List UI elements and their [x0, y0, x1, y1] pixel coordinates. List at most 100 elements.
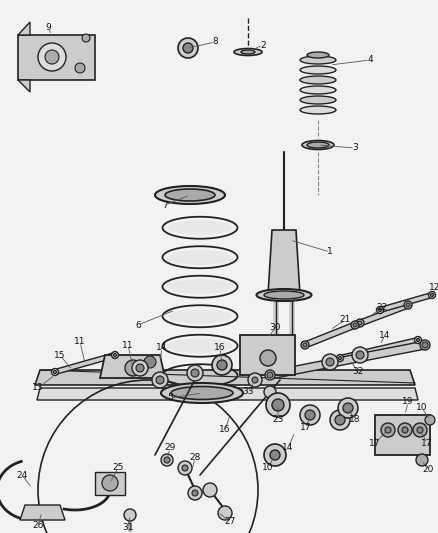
- Circle shape: [182, 465, 188, 471]
- Text: 17: 17: [369, 439, 381, 448]
- Circle shape: [164, 457, 170, 463]
- Ellipse shape: [300, 76, 336, 84]
- Text: 10: 10: [262, 464, 274, 472]
- Circle shape: [352, 347, 368, 363]
- Text: 28: 28: [189, 454, 201, 463]
- Circle shape: [270, 450, 280, 460]
- Text: 12: 12: [429, 284, 438, 293]
- Ellipse shape: [167, 338, 233, 353]
- Ellipse shape: [307, 52, 329, 58]
- Polygon shape: [304, 320, 361, 348]
- Polygon shape: [54, 353, 116, 374]
- Circle shape: [125, 360, 141, 376]
- Text: 2: 2: [260, 41, 266, 50]
- Circle shape: [303, 343, 307, 347]
- Circle shape: [265, 370, 275, 380]
- Circle shape: [413, 423, 427, 437]
- Text: 19: 19: [402, 398, 414, 407]
- Text: 8: 8: [212, 37, 218, 46]
- Circle shape: [188, 486, 202, 500]
- Text: 17: 17: [421, 439, 433, 448]
- Polygon shape: [18, 22, 30, 35]
- Circle shape: [404, 301, 412, 309]
- Polygon shape: [18, 80, 30, 92]
- Circle shape: [385, 427, 391, 433]
- Text: 32: 32: [352, 367, 364, 376]
- Text: 4: 4: [367, 55, 373, 64]
- Circle shape: [417, 338, 420, 342]
- Ellipse shape: [302, 141, 334, 149]
- Ellipse shape: [171, 386, 233, 400]
- Ellipse shape: [257, 289, 311, 301]
- Polygon shape: [375, 415, 430, 455]
- Text: 6: 6: [135, 320, 141, 329]
- Text: 3: 3: [352, 143, 358, 152]
- Circle shape: [343, 403, 353, 413]
- Circle shape: [300, 405, 320, 425]
- Ellipse shape: [300, 86, 336, 94]
- Text: 27: 27: [224, 518, 236, 527]
- Text: 5: 5: [167, 393, 173, 402]
- Text: 22: 22: [376, 303, 388, 312]
- Text: 11: 11: [74, 337, 86, 346]
- Circle shape: [420, 340, 430, 350]
- Circle shape: [301, 341, 309, 349]
- Circle shape: [416, 454, 428, 466]
- Ellipse shape: [300, 96, 336, 104]
- Circle shape: [212, 355, 232, 375]
- Ellipse shape: [300, 66, 336, 74]
- Text: 24: 24: [16, 471, 28, 480]
- Circle shape: [398, 423, 412, 437]
- Polygon shape: [354, 302, 409, 328]
- Polygon shape: [20, 505, 65, 520]
- Circle shape: [305, 410, 315, 420]
- Circle shape: [178, 38, 198, 58]
- Circle shape: [431, 294, 434, 296]
- Circle shape: [322, 354, 338, 370]
- Circle shape: [203, 483, 217, 497]
- Circle shape: [414, 336, 421, 343]
- Circle shape: [183, 43, 193, 53]
- Circle shape: [381, 423, 395, 437]
- Circle shape: [356, 319, 364, 327]
- Text: 21: 21: [339, 316, 351, 325]
- Polygon shape: [18, 35, 95, 80]
- Text: 16: 16: [214, 343, 226, 352]
- Circle shape: [264, 386, 276, 398]
- Circle shape: [351, 321, 359, 329]
- Text: 14: 14: [379, 330, 391, 340]
- Circle shape: [82, 34, 90, 42]
- Ellipse shape: [234, 49, 262, 55]
- Circle shape: [358, 321, 362, 325]
- Ellipse shape: [264, 291, 304, 299]
- Circle shape: [402, 427, 408, 433]
- Ellipse shape: [300, 106, 336, 114]
- Ellipse shape: [167, 368, 233, 383]
- Circle shape: [38, 43, 66, 71]
- Polygon shape: [100, 355, 165, 378]
- Circle shape: [266, 393, 290, 417]
- Circle shape: [192, 490, 198, 496]
- Ellipse shape: [300, 56, 336, 64]
- Circle shape: [112, 351, 119, 359]
- Circle shape: [217, 360, 227, 370]
- Ellipse shape: [241, 50, 255, 54]
- Circle shape: [75, 63, 85, 73]
- Polygon shape: [339, 337, 419, 360]
- Circle shape: [132, 360, 148, 376]
- Text: 14: 14: [283, 443, 294, 453]
- Polygon shape: [95, 472, 125, 495]
- Polygon shape: [35, 370, 415, 385]
- Circle shape: [144, 356, 156, 368]
- Text: 33: 33: [242, 387, 254, 397]
- Ellipse shape: [167, 279, 233, 294]
- Circle shape: [248, 373, 262, 387]
- Circle shape: [339, 357, 342, 359]
- Circle shape: [156, 376, 164, 384]
- Circle shape: [152, 372, 168, 388]
- Circle shape: [272, 399, 284, 411]
- Circle shape: [252, 377, 258, 383]
- Polygon shape: [240, 335, 295, 375]
- Circle shape: [336, 354, 343, 361]
- Circle shape: [45, 50, 59, 64]
